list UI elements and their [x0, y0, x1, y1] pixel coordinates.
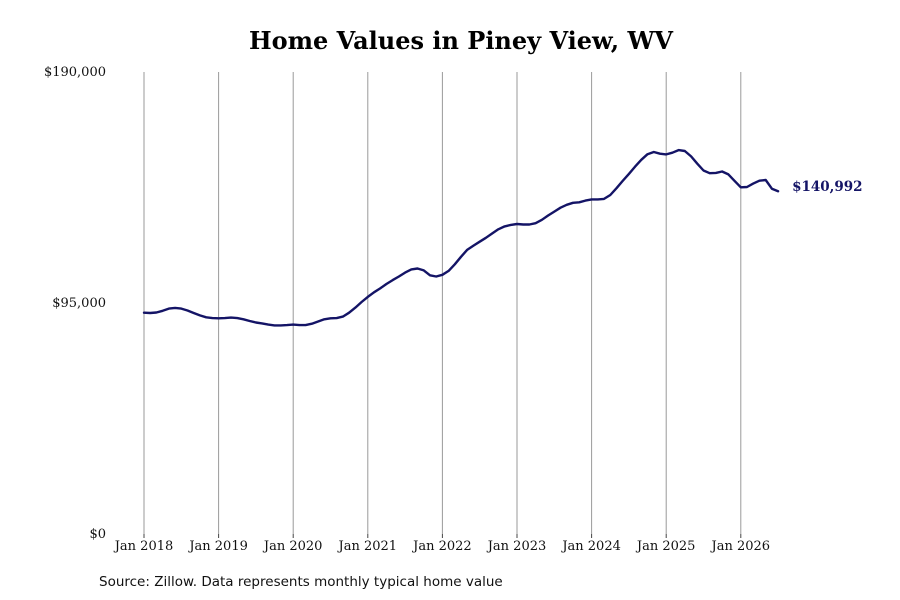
x-tick-label: Jan 2018 — [113, 539, 174, 554]
y-tick-label: $95,000 — [52, 296, 106, 311]
x-tick-label: Jan 2025 — [635, 539, 696, 554]
y-tick-label: $190,000 — [44, 65, 106, 80]
y-tick-label: $0 — [89, 527, 106, 542]
x-tick-label: Jan 2019 — [187, 539, 248, 554]
source-note: Source: Zillow. Data represents monthly … — [99, 574, 503, 590]
x-tick-label: Jan 2020 — [262, 539, 323, 554]
series-line — [142, 148, 780, 327]
gridlines — [143, 72, 742, 538]
x-tick-label: Jan 2026 — [710, 539, 771, 554]
x-tick-label: Jan 2022 — [411, 539, 472, 554]
x-tick-label: Jan 2021 — [337, 539, 398, 554]
series-layer — [142, 148, 780, 327]
end-value-label: $140,992 — [792, 179, 862, 195]
x-tick-label: Jan 2024 — [560, 539, 621, 554]
end-label-layer: $140,992 — [792, 179, 862, 195]
x-axis-tick-labels: Jan 2018 Jan 2019 Jan 2020 Jan 2021 Jan 2022… — [113, 539, 770, 554]
chart-title: Home Values in Piney View, WV — [248, 26, 674, 55]
y-axis-tick-labels: $0 $95,000 $190,000 — [44, 65, 106, 542]
x-tick-label: Jan 2023 — [486, 539, 547, 554]
